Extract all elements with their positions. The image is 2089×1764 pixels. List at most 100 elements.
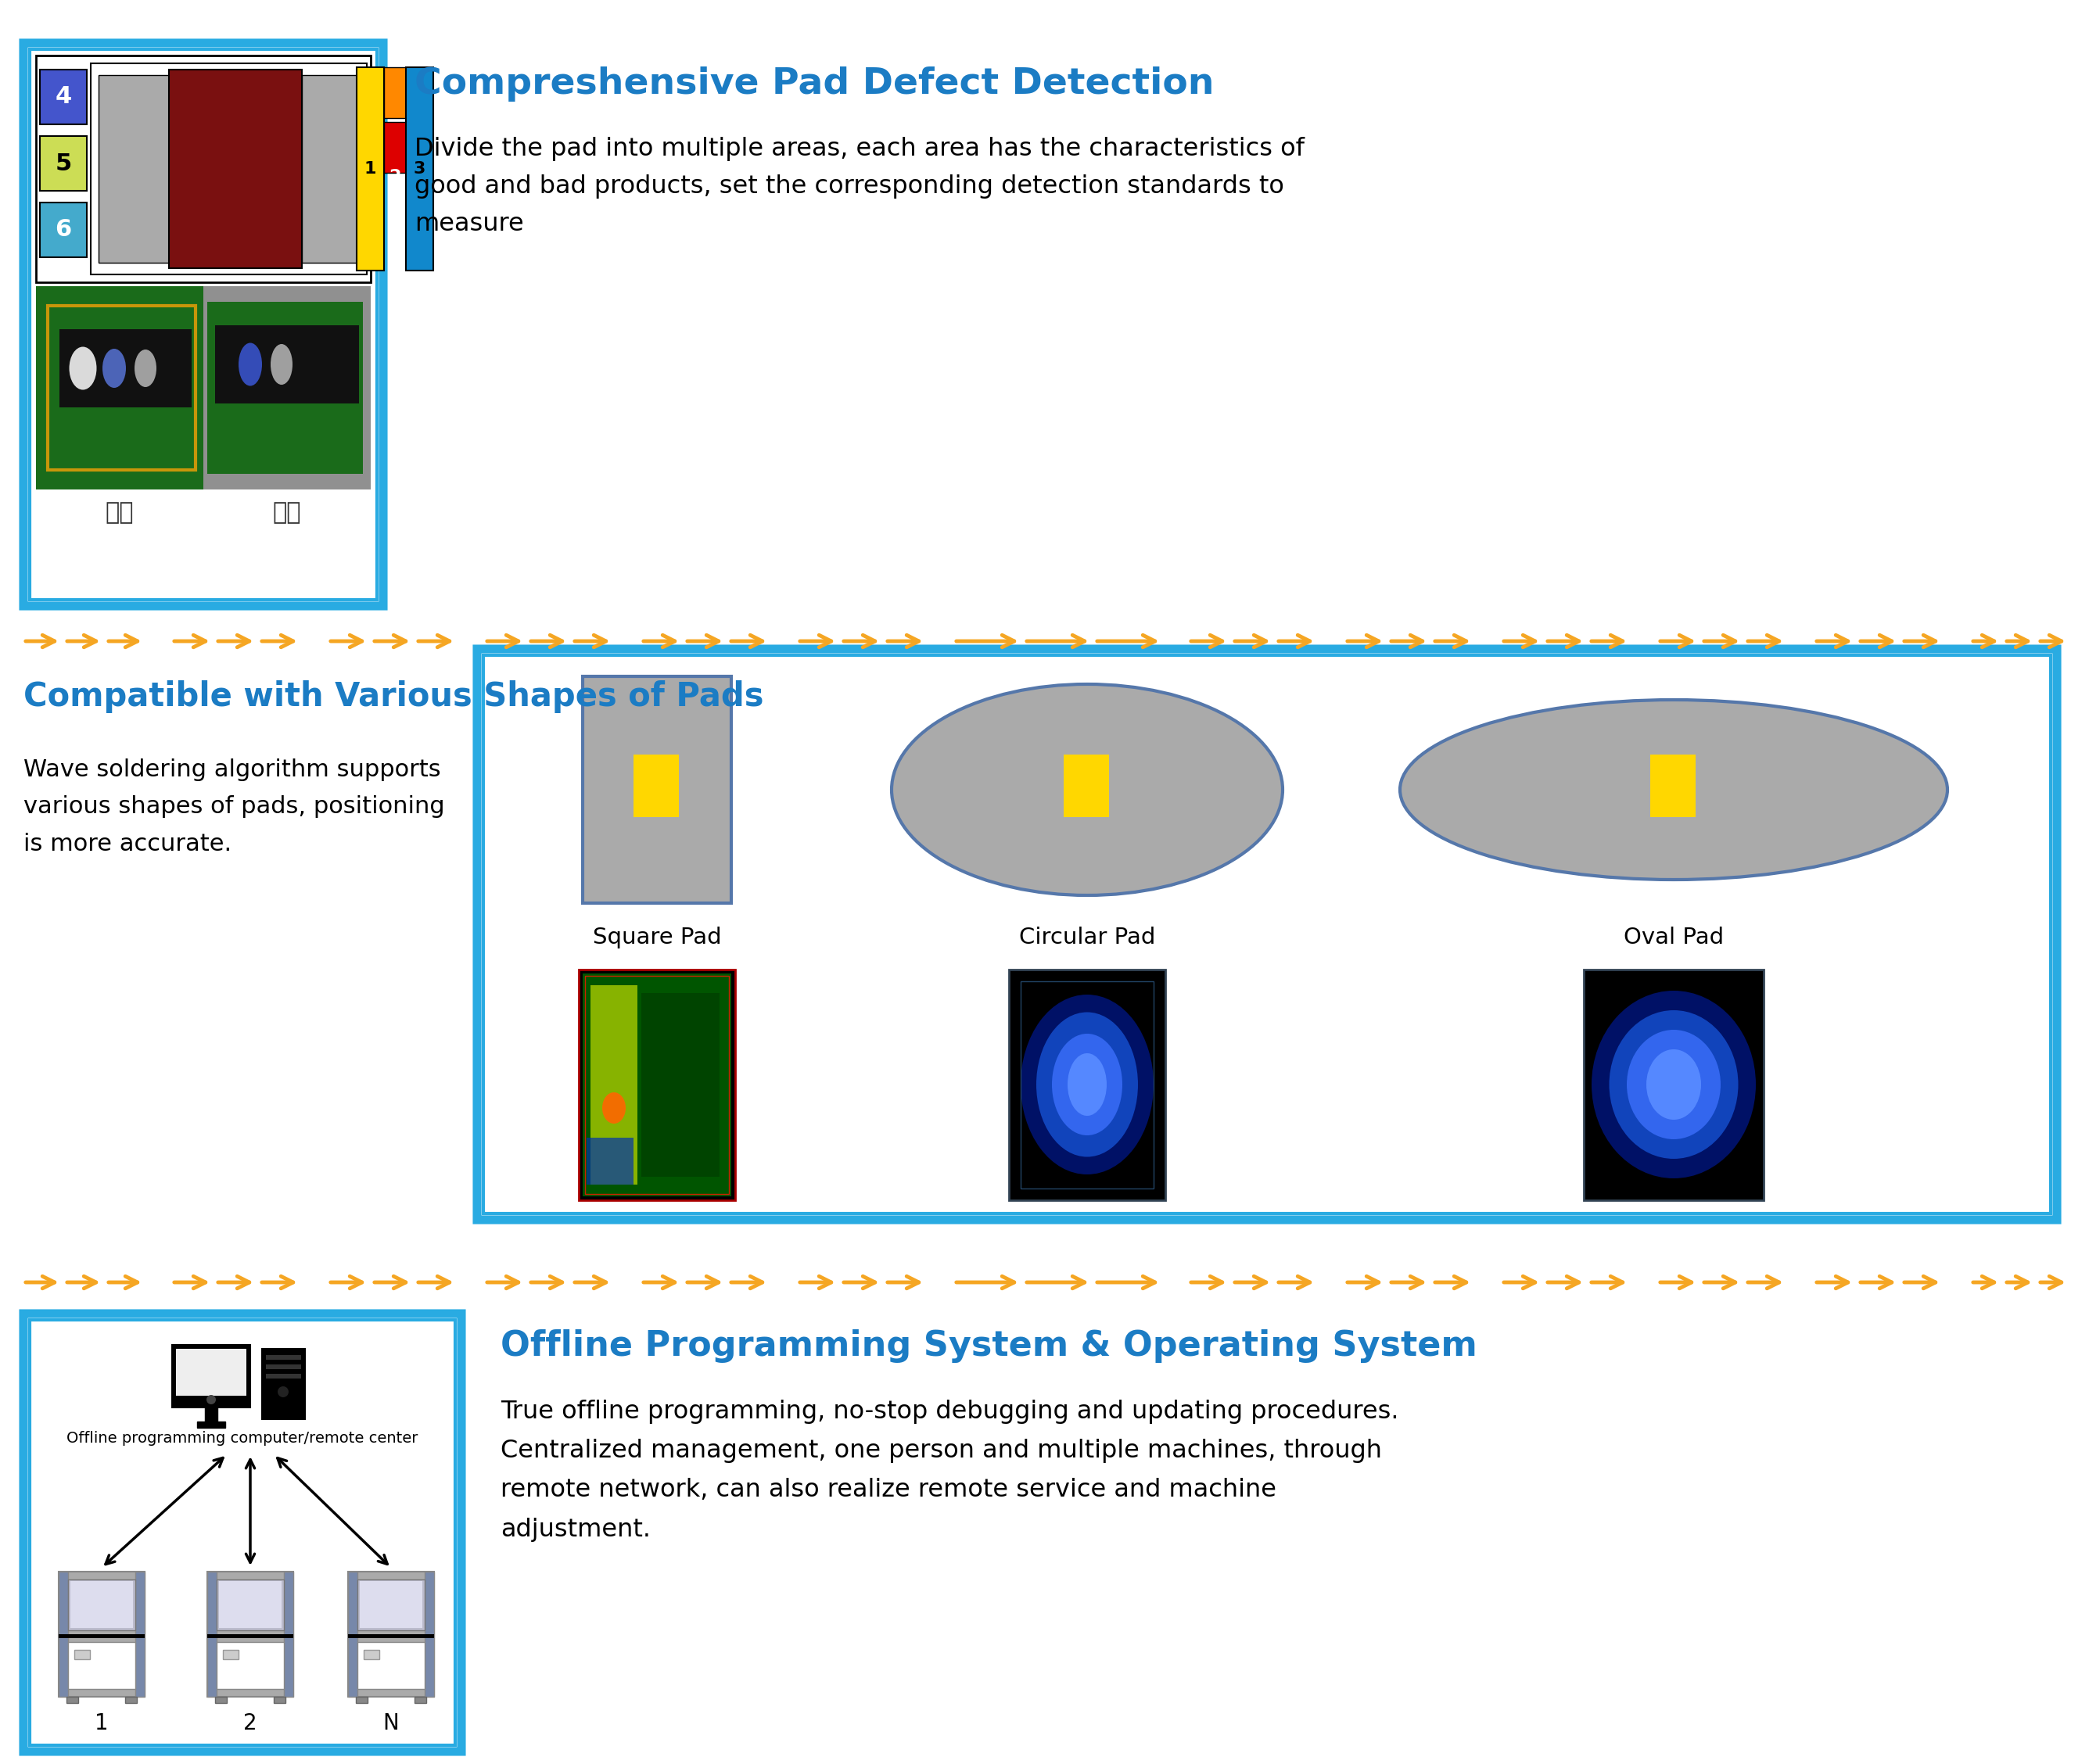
Bar <box>579 970 735 1200</box>
Bar <box>69 1642 136 1688</box>
Bar <box>90 64 368 275</box>
Text: Circular Pad: Circular Pad <box>1019 926 1155 949</box>
Bar <box>1009 970 1166 1200</box>
Bar <box>1063 755 1109 817</box>
Bar <box>58 1572 144 1697</box>
Bar <box>349 1572 435 1697</box>
Bar <box>98 76 169 263</box>
Bar <box>1009 970 1166 1200</box>
Bar <box>175 1349 247 1395</box>
Bar <box>196 1422 226 1427</box>
Bar <box>215 325 359 404</box>
Ellipse shape <box>1400 700 1947 880</box>
Bar <box>414 1697 426 1702</box>
Bar <box>215 1697 228 1702</box>
Bar <box>355 1697 368 1702</box>
Bar <box>583 974 731 1196</box>
Ellipse shape <box>1627 1030 1721 1140</box>
Bar <box>349 1572 357 1697</box>
Text: 开焊: 开焊 <box>104 501 134 524</box>
Bar <box>67 1697 77 1702</box>
Text: Divide the pad into multiple areas, each area has the characteristics of
good an: Divide the pad into multiple areas, each… <box>414 138 1304 236</box>
Text: Offline programming computer/remote center: Offline programming computer/remote cent… <box>67 1431 418 1446</box>
Bar <box>58 330 192 407</box>
Text: 4: 4 <box>54 86 71 108</box>
Text: Wave soldering algorithm supports
various shapes of pads, positioning
is more ac: Wave soldering algorithm supports variou… <box>23 759 445 856</box>
Bar <box>136 1572 144 1697</box>
Bar <box>224 1649 238 1660</box>
Text: Compreshensive Pad Defect Detection: Compreshensive Pad Defect Detection <box>414 67 1214 102</box>
Ellipse shape <box>1053 1034 1122 1136</box>
Text: Oval Pad: Oval Pad <box>1623 926 1723 949</box>
Ellipse shape <box>134 349 157 386</box>
Ellipse shape <box>272 344 292 385</box>
FancyBboxPatch shape <box>29 1319 455 1745</box>
Text: Offline Programming System & Operating System: Offline Programming System & Operating S… <box>501 1330 1477 1364</box>
Bar <box>219 1581 282 1628</box>
FancyBboxPatch shape <box>23 1314 462 1752</box>
Bar <box>207 302 363 475</box>
Text: 3: 3 <box>414 161 426 176</box>
Bar <box>1583 970 1763 1200</box>
Bar <box>207 1633 292 1639</box>
Bar <box>75 1649 90 1660</box>
Text: True offline programming, no-stop debugging and updating procedures.
Centralized: True offline programming, no-stop debugg… <box>501 1399 1400 1542</box>
Bar <box>171 1344 251 1408</box>
Bar <box>36 55 370 282</box>
Bar <box>207 1572 217 1697</box>
Bar <box>58 1572 69 1697</box>
Bar <box>36 286 203 489</box>
Bar <box>265 1355 301 1360</box>
Bar <box>585 975 729 1194</box>
Bar <box>1583 970 1763 1200</box>
Bar <box>384 122 405 173</box>
Bar <box>40 69 88 123</box>
Ellipse shape <box>1022 995 1153 1175</box>
Ellipse shape <box>102 349 125 388</box>
Ellipse shape <box>1067 1053 1107 1117</box>
Ellipse shape <box>1609 1011 1738 1159</box>
Bar <box>274 1697 286 1702</box>
Ellipse shape <box>602 1092 627 1124</box>
Bar <box>357 1642 424 1688</box>
Bar <box>265 1374 301 1378</box>
Text: Compatible with Various Shapes of Pads: Compatible with Various Shapes of Pads <box>23 681 765 713</box>
Ellipse shape <box>238 342 261 386</box>
Bar <box>265 1364 301 1369</box>
Bar <box>261 1349 305 1420</box>
Bar <box>633 755 679 817</box>
Bar <box>384 67 405 118</box>
Bar <box>207 1572 292 1697</box>
Ellipse shape <box>892 684 1283 896</box>
Bar <box>125 1697 138 1702</box>
Bar <box>359 1581 422 1628</box>
Bar <box>349 1633 435 1639</box>
Bar <box>169 69 303 268</box>
Ellipse shape <box>207 1395 215 1404</box>
Bar <box>424 1572 435 1697</box>
Bar <box>405 67 432 270</box>
Bar <box>357 67 384 270</box>
Bar <box>363 1649 380 1660</box>
Bar <box>303 76 357 263</box>
Ellipse shape <box>278 1387 288 1397</box>
Bar <box>641 993 719 1177</box>
Bar <box>357 1579 424 1630</box>
Text: 2: 2 <box>389 169 401 185</box>
Bar <box>48 305 196 469</box>
Bar <box>579 970 735 1200</box>
Ellipse shape <box>69 348 96 390</box>
FancyBboxPatch shape <box>483 654 2051 1214</box>
Text: 良品: 良品 <box>274 501 301 524</box>
Text: Square Pad: Square Pad <box>593 926 721 949</box>
Bar <box>203 286 370 489</box>
Ellipse shape <box>1646 1050 1700 1120</box>
Ellipse shape <box>1036 1013 1139 1157</box>
Text: 2: 2 <box>244 1713 257 1734</box>
Bar <box>1022 981 1153 1189</box>
Bar <box>40 136 88 191</box>
Bar <box>284 1572 292 1697</box>
Bar <box>583 676 731 903</box>
FancyBboxPatch shape <box>476 649 2058 1219</box>
Ellipse shape <box>1592 991 1757 1178</box>
